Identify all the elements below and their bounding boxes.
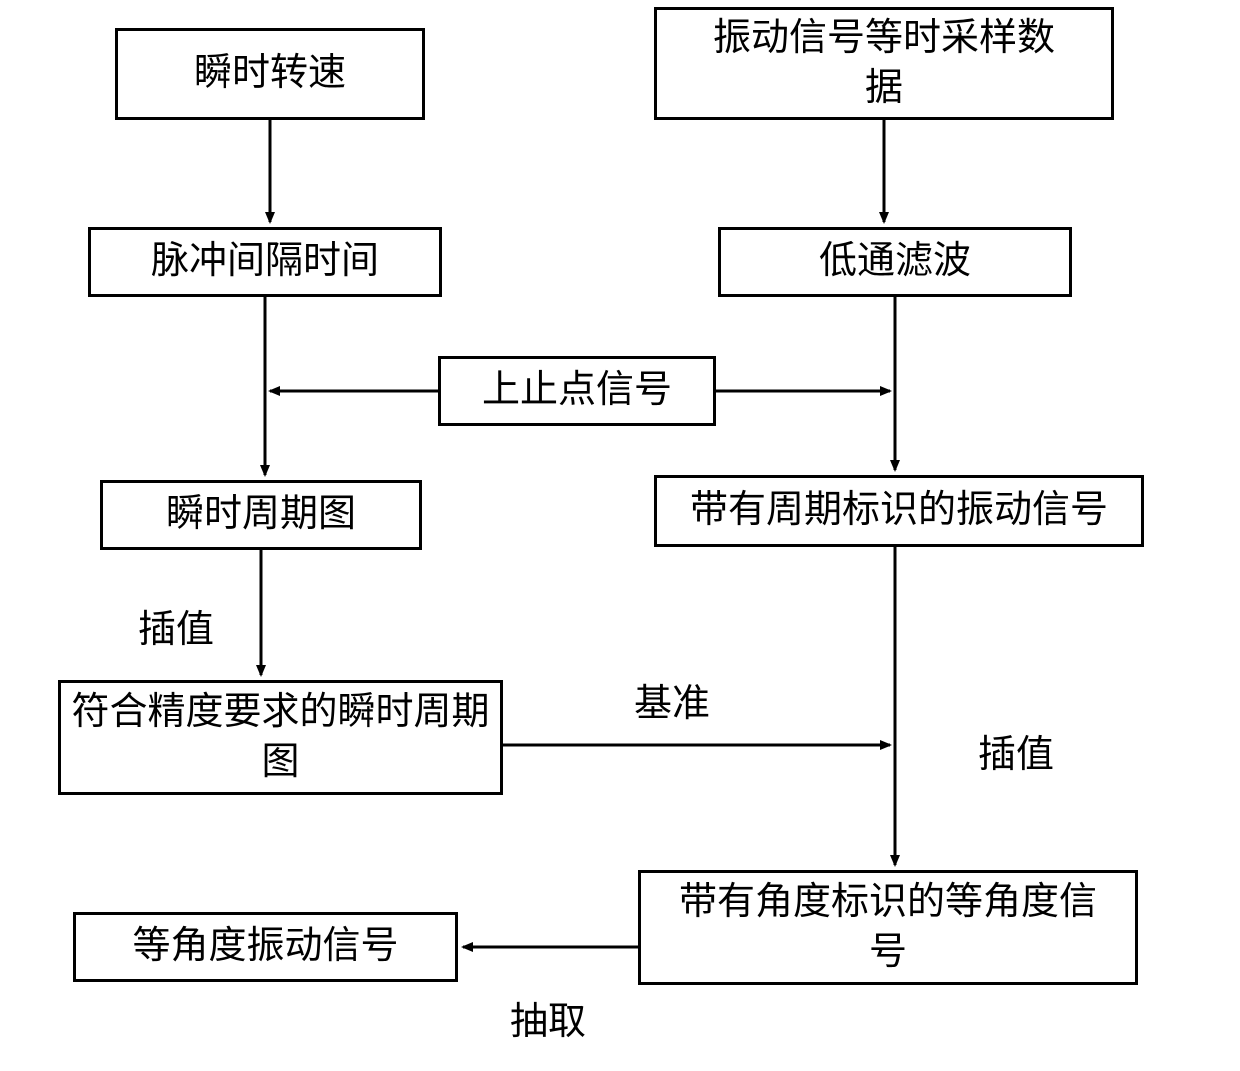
node-label: 低通滤波 [819,237,971,286]
node-label: 振动信号等时采样数据 [713,14,1055,113]
node-label: 脉冲间隔时间 [151,237,379,286]
node-pulse-interval: 脉冲间隔时间 [88,227,442,297]
node-label: 带有周期标识的振动信号 [690,486,1108,535]
node-label: 瞬时周期图 [166,490,356,539]
edge-label-interp2: 插值 [978,723,1054,778]
node-vibration-sampling: 振动信号等时采样数据 [654,7,1114,120]
node-label: 等角度振动信号 [132,922,398,971]
flowchart-diagram: 瞬时转速 振动信号等时采样数据 脉冲间隔时间 低通滤波 上止点信号 瞬时周期图 … [0,0,1240,1071]
node-lowpass-filter: 低通滤波 [718,227,1072,297]
node-label: 带有角度标识的等角度信号 [679,878,1097,977]
edge-label-interp1: 插值 [138,598,214,653]
node-precision-periodogram: 符合精度要求的瞬时周期图 [58,680,503,795]
node-top-dead-center: 上止点信号 [438,356,716,426]
node-label: 瞬时转速 [194,49,346,98]
node-equal-angle-vibration: 等角度振动信号 [73,912,458,982]
edge-label-reference: 基准 [634,672,710,727]
node-instant-periodogram: 瞬时周期图 [100,480,422,550]
node-angle-marked-signal: 带有角度标识的等角度信号 [638,870,1138,985]
node-periodic-vibration: 带有周期标识的振动信号 [654,475,1144,547]
node-label: 上止点信号 [482,366,672,415]
edge-label-extract: 抽取 [510,990,586,1045]
node-label: 符合精度要求的瞬时周期图 [71,688,489,787]
node-instant-speed: 瞬时转速 [115,28,425,120]
